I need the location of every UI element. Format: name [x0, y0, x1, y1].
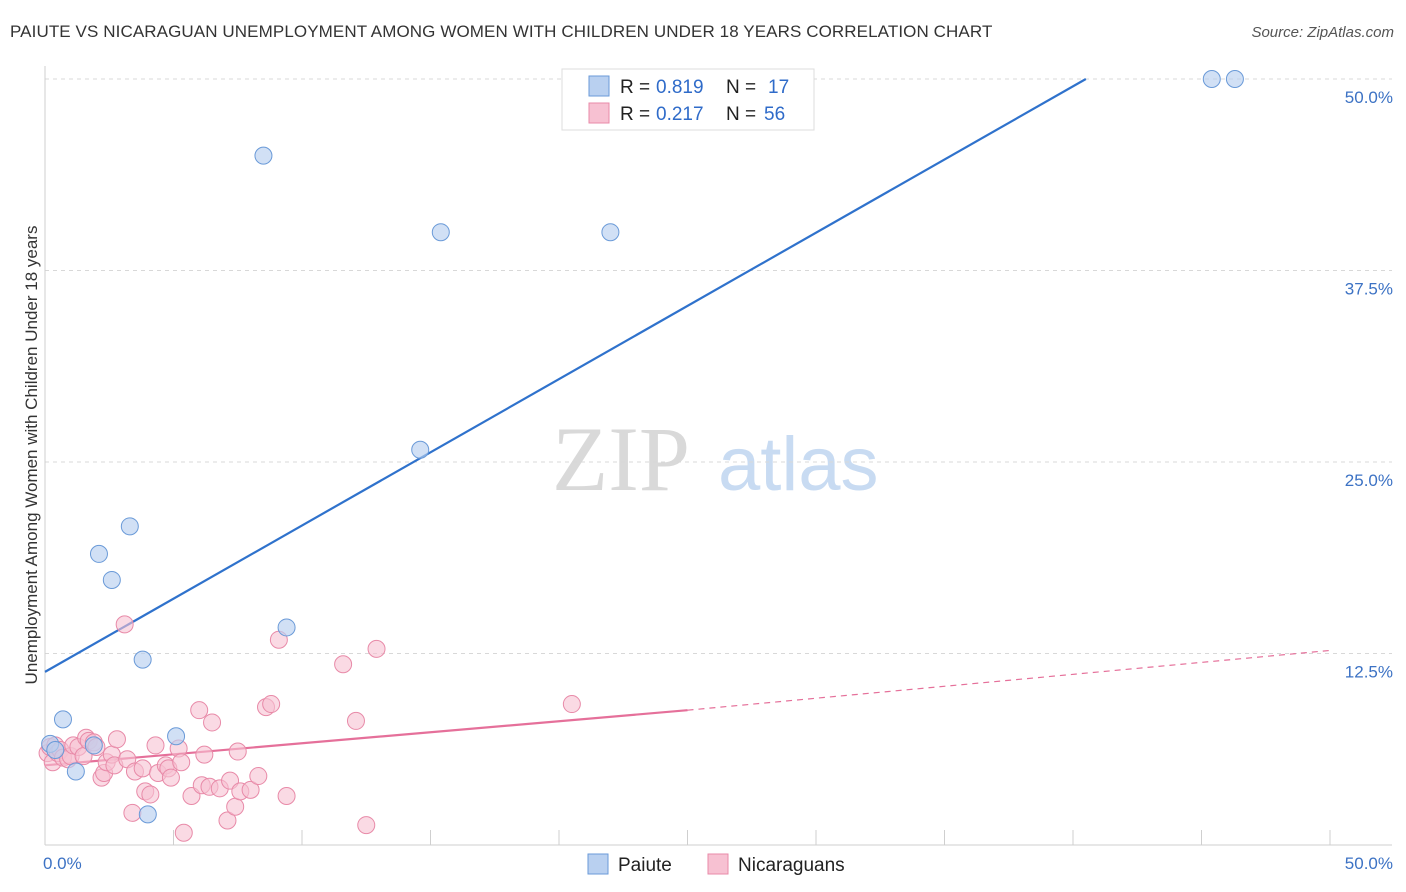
y-tick-label: 12.5%	[1345, 663, 1393, 682]
point-paiute	[46, 741, 65, 760]
legend-paiute-r-label: R =	[620, 77, 650, 98]
gridlines	[45, 78, 1392, 654]
point-paiute	[411, 440, 430, 459]
point-nicaraguans	[146, 736, 165, 755]
point-nicaraguans	[334, 655, 353, 674]
legend-paiute-n-label: N =	[726, 77, 756, 98]
point-paiute	[53, 710, 72, 729]
point-nicaraguans	[346, 711, 365, 730]
point-nicaraguans	[262, 695, 281, 714]
y-tick-label: 50.0%	[1345, 88, 1393, 107]
point-nicaraguans	[133, 759, 152, 778]
legend-swatch-nica	[588, 102, 610, 124]
point-nicaraguans	[141, 785, 160, 804]
bottom-legend-paiute: Paiute	[618, 855, 672, 876]
point-paiute	[277, 618, 296, 637]
legend-nica-r-value: 0.217	[656, 104, 704, 125]
point-nicaraguans	[249, 767, 268, 786]
point-paiute	[84, 736, 103, 755]
point-nicaraguans	[107, 730, 126, 749]
x-tick-labels: 0.0% 50.0%	[43, 854, 1393, 873]
point-nicaraguans	[367, 639, 386, 658]
legend-nica-r-label: R =	[620, 104, 650, 125]
point-nicaraguans	[190, 701, 209, 720]
bottom-legend: Paiute Nicaraguans	[587, 853, 845, 876]
y-tick-label: 25.0%	[1345, 471, 1393, 490]
y-axis-label: Unemployment Among Women with Children U…	[22, 226, 41, 685]
point-paiute	[1202, 70, 1221, 88]
watermark-zip: ZIP	[552, 408, 690, 510]
source-label: Source: ZipAtlas.com	[1251, 24, 1394, 41]
point-nicaraguans	[277, 786, 296, 805]
point-nicaraguans	[357, 816, 376, 835]
point-paiute	[66, 762, 85, 781]
legend-swatch-paiute	[588, 75, 610, 97]
y-tick-labels: 12.5% 25.0% 37.5% 50.0%	[1345, 88, 1393, 682]
data-points	[38, 70, 1244, 842]
point-nicaraguans	[123, 803, 142, 822]
trend-line-paiute	[44, 78, 1087, 673]
point-nicaraguans	[174, 823, 193, 842]
x-tick-label-min: 0.0%	[43, 854, 82, 873]
legend-nica-n-label: N =	[726, 104, 756, 125]
point-nicaraguans	[228, 742, 247, 761]
point-nicaraguans	[115, 615, 134, 634]
legend: R = 0.819 N = 17 R = 0.217 N = 56	[561, 68, 815, 131]
point-paiute	[120, 517, 139, 536]
point-nicaraguans	[203, 713, 222, 732]
point-nicaraguans	[218, 811, 237, 830]
trend-lines	[44, 78, 1331, 767]
point-nicaraguans	[172, 753, 191, 772]
point-nicaraguans	[226, 797, 245, 816]
point-nicaraguans	[195, 745, 214, 764]
point-paiute	[1225, 70, 1244, 88]
x-tick-label-max: 50.0%	[1345, 854, 1393, 873]
point-paiute	[601, 223, 620, 242]
point-nicaraguans	[562, 695, 581, 714]
point-nicaraguans	[161, 768, 180, 787]
chart-title: PAIUTE VS NICARAGUAN UNEMPLOYMENT AMONG …	[10, 22, 993, 41]
point-paiute	[167, 727, 186, 746]
point-paiute	[133, 650, 152, 669]
point-paiute	[102, 570, 121, 589]
point-paiute	[431, 223, 450, 242]
watermark: ZIP atlas	[552, 408, 879, 510]
trend-line-nicaraguans	[44, 709, 688, 767]
axes	[44, 66, 1392, 846]
point-paiute	[254, 146, 273, 165]
trend-line-nicaraguans-extension	[687, 649, 1331, 711]
legend-paiute-r-value: 0.819	[656, 77, 704, 98]
y-tick-label: 37.5%	[1345, 280, 1393, 299]
point-paiute	[89, 544, 108, 563]
point-paiute	[138, 805, 157, 824]
bottom-legend-swatch-paiute	[587, 853, 609, 875]
legend-paiute-n-value: 17	[768, 77, 789, 98]
bottom-legend-swatch-nica	[707, 853, 729, 875]
point-nicaraguans	[241, 780, 260, 799]
bottom-legend-nica: Nicaraguans	[738, 855, 845, 876]
watermark-atlas: atlas	[718, 422, 879, 507]
legend-nica-n-value: 56	[764, 104, 785, 125]
